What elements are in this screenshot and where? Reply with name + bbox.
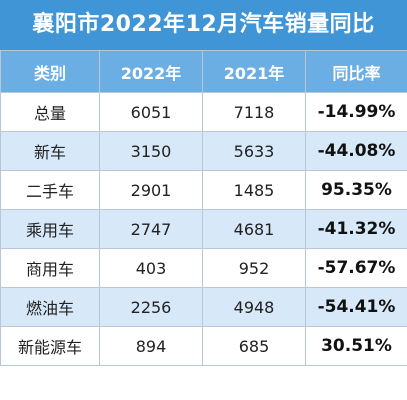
table-row: 新车 3150 5633 -44.08%	[0, 131, 407, 171]
cell-2022: 2747	[99, 209, 203, 249]
cell-ratio: -41.32%	[305, 209, 407, 249]
cell-ratio: -57.67%	[305, 248, 407, 288]
header-ratio: 同比率	[305, 50, 407, 93]
cell-category: 商用车	[0, 248, 100, 288]
table-row: 乘用车 2747 4681 -41.32%	[0, 209, 407, 249]
header-2022: 2022年	[99, 50, 203, 93]
cell-2021: 952	[202, 248, 306, 288]
cell-2022: 894	[99, 326, 203, 366]
cell-category: 新车	[0, 131, 100, 171]
cell-category: 二手车	[0, 170, 100, 210]
cell-category: 总量	[0, 92, 100, 132]
cell-2021: 7118	[202, 92, 306, 132]
cell-ratio: -54.41%	[305, 287, 407, 327]
cell-2022: 403	[99, 248, 203, 288]
table-row: 二手车 2901 1485 95.35%	[0, 170, 407, 210]
cell-ratio: 30.51%	[305, 326, 407, 366]
table-title: 襄阳市2022年12月汽车销量同比	[0, 0, 407, 50]
sales-table: 类别 2022年 2021年 同比率 总量 6051 7118 -14.99% …	[0, 50, 407, 366]
cell-category: 燃油车	[0, 287, 100, 327]
cell-ratio: 95.35%	[305, 170, 407, 210]
table-row: 商用车 403 952 -57.67%	[0, 248, 407, 288]
header-row: 类别 2022年 2021年 同比率	[0, 50, 407, 93]
header-2021: 2021年	[202, 50, 306, 93]
cell-category: 新能源车	[0, 326, 100, 366]
cell-2022: 2901	[99, 170, 203, 210]
header-category: 类别	[0, 50, 100, 93]
table-row: 燃油车 2256 4948 -54.41%	[0, 287, 407, 327]
cell-2021: 5633	[202, 131, 306, 171]
table-row: 新能源车 894 685 30.51%	[0, 326, 407, 366]
cell-2021: 4948	[202, 287, 306, 327]
table-row: 总量 6051 7118 -14.99%	[0, 92, 407, 132]
cell-2021: 685	[202, 326, 306, 366]
cell-2021: 1485	[202, 170, 306, 210]
cell-category: 乘用车	[0, 209, 100, 249]
cell-2022: 6051	[99, 92, 203, 132]
cell-2022: 3150	[99, 131, 203, 171]
cell-2022: 2256	[99, 287, 203, 327]
cell-2021: 4681	[202, 209, 306, 249]
cell-ratio: -44.08%	[305, 131, 407, 171]
cell-ratio: -14.99%	[305, 92, 407, 132]
